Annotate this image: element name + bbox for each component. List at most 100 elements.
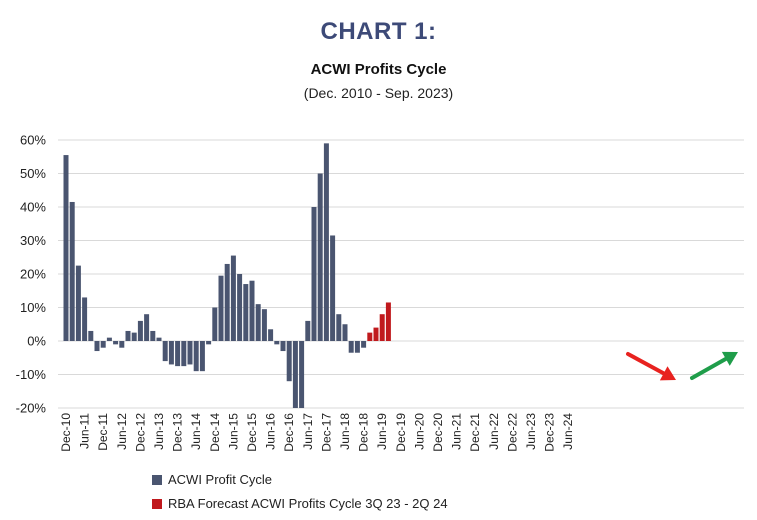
legend-swatch-actual bbox=[152, 475, 162, 485]
x-tick-label: Dec-13 bbox=[171, 413, 185, 452]
x-tick-label: Dec-18 bbox=[357, 413, 371, 452]
x-tick-label: Jun-11 bbox=[78, 413, 92, 449]
x-tick-label: Dec-23 bbox=[543, 413, 557, 452]
x-tick-label: Jun-17 bbox=[301, 413, 315, 450]
bar-actual bbox=[181, 341, 187, 367]
bar-actual bbox=[168, 341, 174, 365]
x-tick-label: Dec-10 bbox=[59, 413, 73, 452]
bar-actual bbox=[175, 341, 181, 367]
bar-forecast bbox=[385, 302, 391, 341]
legend-label-forecast: RBA Forecast ACWI Profits Cycle 3Q 23 - … bbox=[168, 496, 448, 511]
x-tick-label: Dec-21 bbox=[468, 413, 482, 452]
chart-label: CHART 1: bbox=[320, 18, 437, 45]
x-tick-label: Dec-12 bbox=[133, 413, 147, 452]
y-tick-label: 10% bbox=[20, 300, 46, 315]
x-tick-label: Jun-23 bbox=[524, 413, 538, 450]
bar-actual bbox=[261, 309, 267, 341]
y-tick-label: -10% bbox=[16, 367, 47, 382]
bar-actual bbox=[348, 341, 354, 353]
bar-actual bbox=[100, 341, 106, 348]
bar-actual bbox=[187, 341, 193, 365]
legend-item-actual: ACWI Profit Cycle bbox=[152, 472, 272, 488]
bar-actual bbox=[255, 304, 261, 341]
y-tick-label: 30% bbox=[20, 233, 46, 248]
chart-title: ACWI Profits Cycle bbox=[310, 61, 447, 78]
bar-actual bbox=[305, 320, 311, 341]
bar-actual bbox=[292, 341, 298, 408]
bar-actual bbox=[199, 341, 205, 372]
x-tick-label: Dec-20 bbox=[431, 413, 445, 452]
y-tick-label: 60% bbox=[20, 133, 46, 148]
bar-actual bbox=[268, 329, 274, 341]
bar-actual bbox=[88, 330, 94, 341]
legend-label-actual: ACWI Profit Cycle bbox=[168, 472, 273, 487]
bar-actual bbox=[137, 320, 143, 341]
y-tick-label: 0% bbox=[27, 334, 46, 349]
bar-forecast bbox=[367, 332, 373, 341]
x-tick-label: Dec-22 bbox=[505, 413, 519, 452]
x-tick-label: Jun-24 bbox=[561, 413, 575, 450]
x-tick-label: Jun-22 bbox=[487, 413, 501, 450]
bar-actual bbox=[113, 341, 119, 345]
bar-actual bbox=[286, 341, 292, 382]
bar-actual bbox=[131, 332, 137, 341]
chart-subtitle: (Dec. 2010 - Sep. 2023) bbox=[303, 85, 454, 101]
bar-actual bbox=[280, 341, 286, 352]
arrow-down-icon bbox=[626, 352, 676, 381]
bar-forecast bbox=[373, 327, 379, 341]
bar-actual bbox=[69, 201, 75, 341]
x-tick-label: Dec-11 bbox=[96, 413, 110, 451]
y-tick-label: 20% bbox=[20, 267, 46, 282]
bar-actual bbox=[336, 314, 342, 341]
bar-actual bbox=[144, 314, 150, 341]
x-tick-label: Dec-19 bbox=[394, 413, 408, 452]
bar-actual bbox=[299, 341, 305, 408]
bar-actual bbox=[125, 330, 131, 341]
bar-actual bbox=[193, 341, 199, 372]
x-tick-label: Jun-13 bbox=[152, 413, 166, 450]
bar-actual bbox=[224, 263, 230, 341]
x-tick-label: Dec-16 bbox=[282, 413, 296, 452]
bar-actual bbox=[212, 307, 218, 341]
x-tick-label: Jun-18 bbox=[338, 413, 352, 450]
x-tick-label: Dec-17 bbox=[319, 413, 333, 452]
bar-actual bbox=[330, 235, 336, 341]
y-tick-label: 40% bbox=[20, 200, 46, 215]
bar-actual bbox=[317, 173, 323, 341]
x-tick-label: Dec-15 bbox=[245, 413, 259, 452]
bar-actual bbox=[243, 284, 249, 341]
y-tick-label: 50% bbox=[20, 166, 46, 181]
x-tick-label: Jun-20 bbox=[412, 413, 426, 450]
bar-forecast bbox=[379, 314, 385, 341]
x-tick-label: Jun-12 bbox=[115, 413, 129, 450]
bar-actual bbox=[75, 265, 81, 341]
x-tick-label: Jun-21 bbox=[450, 413, 464, 450]
x-tick-label: Jun-14 bbox=[189, 413, 203, 450]
legend-item-forecast: RBA Forecast ACWI Profits Cycle 3Q 23 - … bbox=[152, 496, 448, 512]
bar-actual bbox=[354, 341, 360, 353]
x-tick-label: Jun-16 bbox=[264, 413, 278, 450]
bar-actual bbox=[237, 274, 243, 341]
bar-actual bbox=[119, 341, 125, 348]
bar-actual bbox=[218, 275, 224, 341]
x-tick-label: Jun-15 bbox=[226, 413, 240, 450]
bar-actual bbox=[150, 330, 156, 341]
bar-actual bbox=[274, 341, 280, 345]
x-tick-label: Dec-14 bbox=[208, 413, 222, 452]
bar-actual bbox=[249, 280, 255, 341]
bar-actual bbox=[162, 341, 168, 362]
bar-actual bbox=[206, 341, 212, 345]
bar-actual bbox=[230, 255, 236, 341]
legend-swatch-forecast bbox=[152, 499, 162, 509]
bar-actual bbox=[361, 341, 367, 348]
bar-actual bbox=[82, 297, 88, 341]
bar-actual bbox=[311, 207, 317, 341]
x-tick-label: Jun-19 bbox=[375, 413, 389, 450]
bar-actual bbox=[156, 337, 162, 341]
bar-actual bbox=[63, 155, 69, 341]
bar-actual bbox=[106, 337, 112, 341]
arrow-up-icon bbox=[690, 351, 738, 380]
bar-actual bbox=[323, 143, 329, 341]
bar-actual bbox=[94, 341, 100, 352]
